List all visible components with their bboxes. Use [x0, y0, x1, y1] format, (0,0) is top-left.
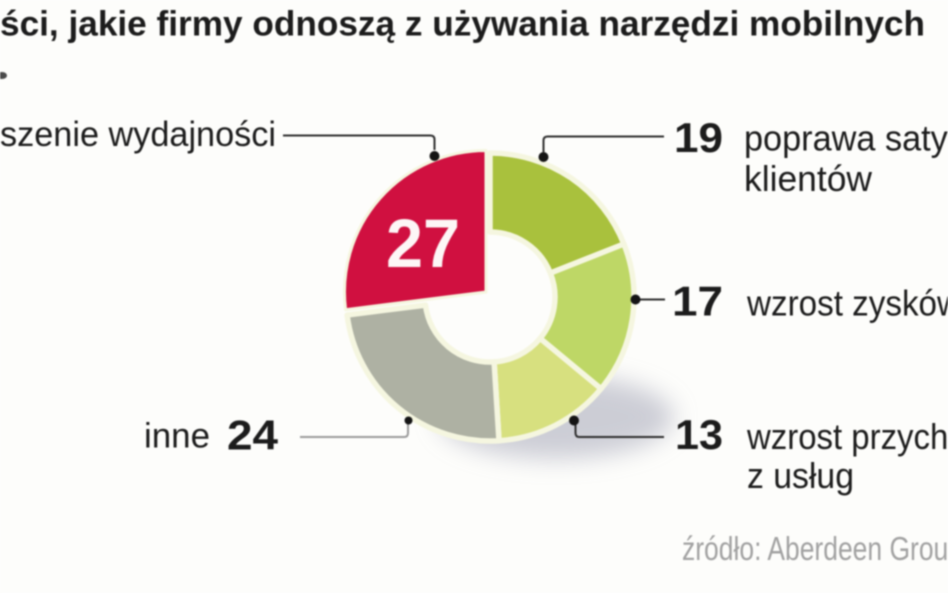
svg-text:24: 24 — [227, 412, 279, 459]
svg-text:wzrost zysków: wzrost zysków — [746, 283, 948, 324]
svg-text:wzrost przychodów: wzrost przychodów — [746, 416, 948, 457]
svg-text:13: 13 — [675, 411, 723, 458]
svg-text:poprawa satysfakcji: poprawa satysfakcji — [744, 118, 948, 159]
svg-text:ści, jakie firmy odnoszą z uży: ści, jakie firmy odnoszą z używania narz… — [0, 5, 925, 44]
svg-text:inne: inne — [144, 417, 210, 456]
svg-text:szenie wydajności: szenie wydajności — [0, 115, 276, 154]
svg-text:17: 17 — [672, 278, 723, 325]
svg-text:19: 19 — [674, 114, 723, 161]
svg-text:klientów: klientów — [744, 158, 873, 199]
svg-text:z usług: z usług — [747, 455, 854, 496]
svg-text:źródło: Aberdeen Group: źródło: Aberdeen Group — [682, 530, 948, 567]
svg-text:27: 27 — [386, 205, 460, 282]
